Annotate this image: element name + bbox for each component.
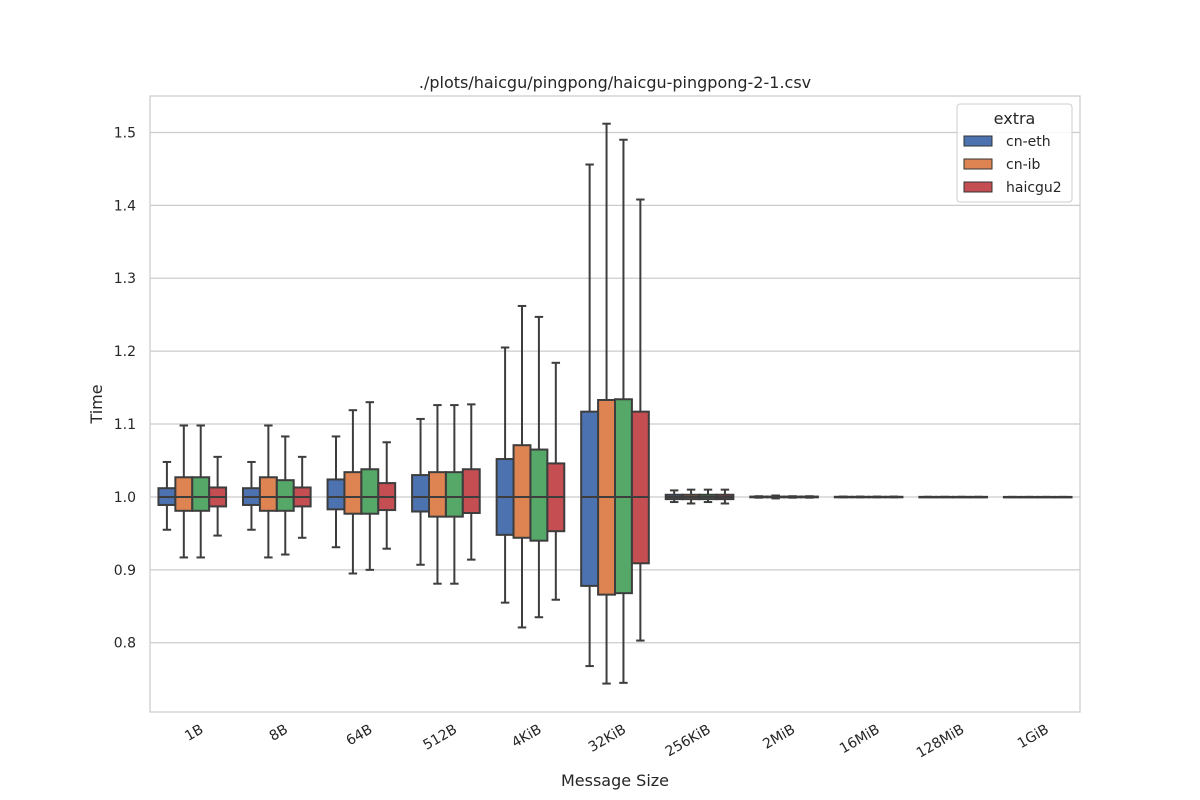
box-32KiB-haicgu2 [630, 198, 650, 642]
y-tick-label: 1.4 [114, 198, 136, 214]
iqr-box [529, 448, 549, 542]
box-256KiB-series-3 [698, 488, 718, 504]
iqr-box [343, 471, 363, 515]
box-16MiB-series-3 [867, 495, 887, 499]
box-128MiB-haicgu2 [969, 495, 988, 499]
x-axis-title: Message Size [561, 771, 669, 790]
box-2MiB-series-3 [783, 495, 802, 499]
iqr-box [512, 444, 532, 539]
box-1B-series-3 [191, 424, 211, 559]
legend-label-haicgu2: haicgu2 [1006, 180, 1062, 196]
y-tick-labels: 0.8 0.9 1.0 1.1 1.2 1.3 1.4 1.5 [114, 125, 136, 651]
iqr-box [360, 468, 380, 515]
iqr-box [275, 479, 295, 512]
y-axis-title: Time [87, 384, 106, 424]
legend-label-cn-ib: cn-ib [1006, 157, 1041, 173]
box-512B-series-3 [444, 404, 464, 585]
y-tick-label: 1.1 [114, 417, 136, 433]
legend-swatch-cn-eth [963, 135, 993, 147]
iqr-box [191, 476, 211, 512]
box-64B-haicgu2 [377, 441, 397, 550]
box-16MiB-cn-ib [850, 495, 870, 499]
box-64B-cn-eth [326, 435, 346, 549]
legend-label-cn-eth: cn-eth [1006, 134, 1051, 150]
box-128MiB-series-3 [952, 495, 972, 499]
box-1B-cn-ib [174, 424, 194, 559]
legend-swatch-haicgu2 [963, 181, 993, 193]
iqr-box [630, 410, 650, 565]
box-8B-cn-eth [242, 460, 261, 531]
box-4KiB-cn-eth [495, 346, 515, 604]
box-8B-series-3 [275, 435, 295, 556]
iqr-box [461, 468, 481, 514]
y-tick-label: 1.0 [114, 490, 136, 506]
box-1GiB-series-3 [1036, 495, 1056, 499]
plot-frame [149, 95, 1081, 713]
legend-title: extra [994, 109, 1036, 128]
box-64B-cn-ib [343, 409, 363, 575]
y-tick-label: 0.8 [114, 636, 136, 652]
box-1B-haicgu2 [208, 455, 228, 537]
chart-title: ./plots/haicgu/pingpong/haicgu-pingpong-… [419, 73, 811, 92]
iqr-box [411, 474, 431, 513]
iqr-box [174, 476, 194, 512]
box-256KiB-haicgu2 [715, 488, 735, 505]
legend: extra cn-eth cn-ib haicgu2 [956, 103, 1073, 203]
y-tick-label: 0.9 [114, 563, 136, 579]
box-2MiB-cn-ib [766, 494, 786, 500]
box-128MiB-cn-eth [918, 495, 938, 499]
iqr-box [444, 471, 464, 518]
box-4KiB-haicgu2 [546, 361, 566, 601]
box-4KiB-cn-ib [512, 304, 532, 629]
legend-box [956, 103, 1073, 203]
box-16MiB-cn-eth [833, 495, 853, 499]
box-32KiB-series-3 [614, 138, 633, 684]
box-4KiB-series-3 [529, 315, 549, 619]
y-tick-label: 1.5 [114, 125, 136, 141]
box-series-layer [157, 122, 1073, 685]
box-1GiB-haicgu2 [1053, 495, 1073, 499]
box-1B-cn-eth [157, 460, 177, 531]
box-16MiB-haicgu2 [884, 495, 904, 499]
iqr-box [580, 410, 600, 587]
legend-swatch-cn-ib [963, 158, 993, 170]
box-8B-haicgu2 [292, 455, 312, 539]
box-128MiB-cn-ib [935, 495, 955, 499]
iqr-box [428, 471, 447, 518]
box-32KiB-cn-eth [580, 163, 600, 668]
box-2MiB-haicgu2 [800, 495, 819, 499]
iqr-box [326, 478, 346, 511]
box-1GiB-cn-eth [1002, 495, 1022, 499]
y-tick-label: 1.2 [114, 344, 136, 360]
box-2MiB-cn-eth [749, 495, 769, 499]
y-tick-label: 1.3 [114, 271, 136, 287]
iqr-box [258, 476, 278, 512]
box-512B-haicgu2 [461, 403, 481, 561]
box-1GiB-cn-ib [1019, 495, 1039, 499]
